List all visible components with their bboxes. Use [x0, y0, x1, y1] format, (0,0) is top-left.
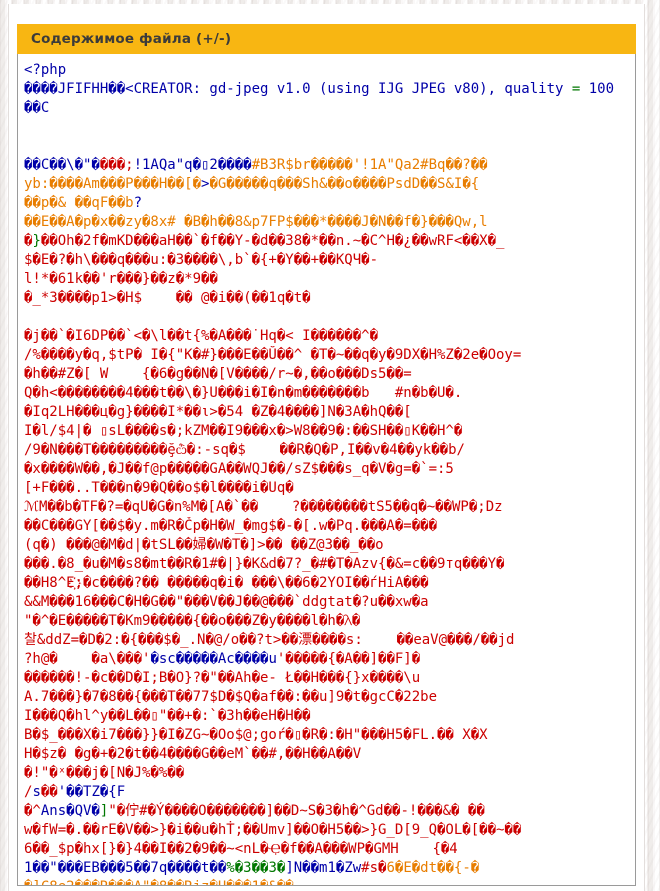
file-dump-line: /s��'��TZ�{F: [24, 784, 126, 800]
file-dump-line: yb:����Am���P���H��[�>�G�����q���Sh&��o�…: [24, 176, 480, 192]
file-dump-line: <?php: [24, 62, 67, 78]
file-dump: <?php ����JFIFHH��<CREATOR: gd-jpeg v1.0 …: [17, 54, 636, 886]
file-dump-line: ��H8^E҉;�c����?�� �����q�i� ���\��6�2YOI…: [24, 575, 429, 591]
file-dump-line: [24, 308, 633, 327]
file-dump-line: �^Ans�QV�]"�佇#�Ỷ����O�������]��D~S�3�h�^…: [24, 803, 485, 819]
content-card: Содержимое файла (+/-) <?php ����JFIFHH��…: [8, 4, 645, 891]
file-dump-line: �_*3����p1>�H$ �� @�i��(��1q�t�: [24, 290, 311, 306]
file-dump-line: �h��#Z�[ W {�6�g��N�[V����/r~�,��o���Ds5…: [24, 366, 412, 382]
file-dump-line: ��p�& ��qF��b?: [24, 195, 143, 211]
file-dump-line: I���Q�hl^y��L��▯"��+�:`�3h��eH�H��: [24, 708, 311, 724]
file-dump-line: �x����W��,�J��f@p�����GA��WQJ��/sZ$���s_…: [24, 461, 454, 477]
file-dump-line: �]C8e2���R���A"�8��Rjz�U���1�&��: [24, 878, 633, 885]
file-dump-line: ℳM��b�TF�?=�qU�G�n%M�[A�`�� ?��������tS5…: [24, 499, 503, 515]
file-dump-line: $�E�?�h\���q���u:�3����\‚b`�{+�Y��+��KQЧ…: [24, 252, 379, 268]
file-content-header[interactable]: Содержимое файла (+/-): [17, 24, 636, 54]
file-dump-line: H�$z� �g�+�2�t��4����G��eM`��#‚��H��A��V: [24, 746, 362, 762]
file-dump-line: �!"�ˣ���j�[N�J%�%��: [24, 765, 185, 781]
file-dump-line: ��C: [24, 100, 50, 116]
file-dump-line: 찰&ddZ=�D�2:�{���$�_.N�@/o��?t>��漂����s: …: [24, 632, 515, 648]
file-dump-line: &&M���16���C�H�G��"���V��J��@���`ddgtat�…: [24, 594, 429, 610]
file-dump-line: /9�N���T���������ḝѽ�:-sq�$ ��R�Q�P,I��v�…: [24, 442, 465, 458]
file-dump-line: ��E��A�p�x��zy�8x# �B�h��8&p7FP$���*����…: [24, 214, 488, 230]
file-dump-line: ?h@� �a\���'�sc�����Ac����u'�����{�A��]�…: [24, 651, 421, 667]
file-content-title: Содержимое файла (+/-): [31, 31, 232, 47]
file-dump-line: [24, 137, 633, 156]
file-dump-line: ��C��\�"����;!1AQa"q�▯2����#B3R$br�����'…: [24, 157, 488, 173]
file-dump-line: 6��_$p�hx[}�}4��I��2�9��~<nL�Ҿ�f��A���WP…: [24, 841, 458, 857]
file-dump-line: 1��"���EB���5��7q����t��%�3��3�]N��m1�Zw…: [24, 860, 480, 876]
file-dump-line: ������!-�c��D�I;B�O}?�"��Ah�e- Ł��H���{}…: [24, 670, 421, 686]
file-dump-line: ����JFIFHH��<CREATOR: gd-jpeg v1.0 (usin…: [24, 81, 615, 97]
file-dump-line: �j��`�I6DP��`<�\l��t{%�A���˙Hq�< I������…: [24, 328, 379, 344]
file-dump-line: w�fW=�.��rE�V��>}�i��u�hṪ;��Umv]��O�H5��…: [24, 822, 522, 838]
file-dump-line: /%����y�q‚$tP� I�{"K�#}���E��Ŭ��^ �T�~��…: [24, 347, 522, 363]
file-dump-line: �}��Oh�2f�mKD���aH��`�f��Y-�d��38�*��n.~…: [24, 233, 505, 249]
file-dump-line: l!*�61k��'r���}��z�*9��: [24, 271, 218, 287]
file-dump-line: (q�) ���@�M�d|�tSL��婦�W�T�]>�� ��Z@3��_�…: [24, 537, 384, 553]
file-dump-line: �Iq2LH���ц�g}����I*��ι>�54 �Z�4����]N�3A…: [24, 404, 412, 420]
file-dump-line: ��C���GY[��$�y.m�R�Čp�H�W_�mg$�-�[.w�Pq.…: [24, 518, 438, 534]
file-dump-line: Q�h<��������4���t��\�}U���i�I�n�m�������…: [24, 385, 463, 401]
file-dump-line: [24, 118, 633, 137]
file-dump-line: "�^�E�����T�Km9�����{��o���Z�y����l�h�ꟛ�: [24, 613, 361, 629]
file-dump-line: B�$_���X�i7���}}�I�ZG~�Oo$@;goŕ�▯�R�:�H"…: [24, 727, 488, 743]
file-dump-line: A.7���}�7�8��{���T��77$D�$Q�af��:��u]9�t…: [24, 689, 438, 705]
file-dump-line: I�l/$4|� ▯sL����s�;kZM��I9���x�>W8��9�:�…: [24, 423, 463, 439]
file-dump-line: [+F���..T���n�9�Q��o$�l����i�Uq�: [24, 480, 294, 496]
file-dump-line: ���.�8_�u�M�s8�mt��R�1#�|}�K&d�7?_�#�T�A…: [24, 556, 505, 572]
